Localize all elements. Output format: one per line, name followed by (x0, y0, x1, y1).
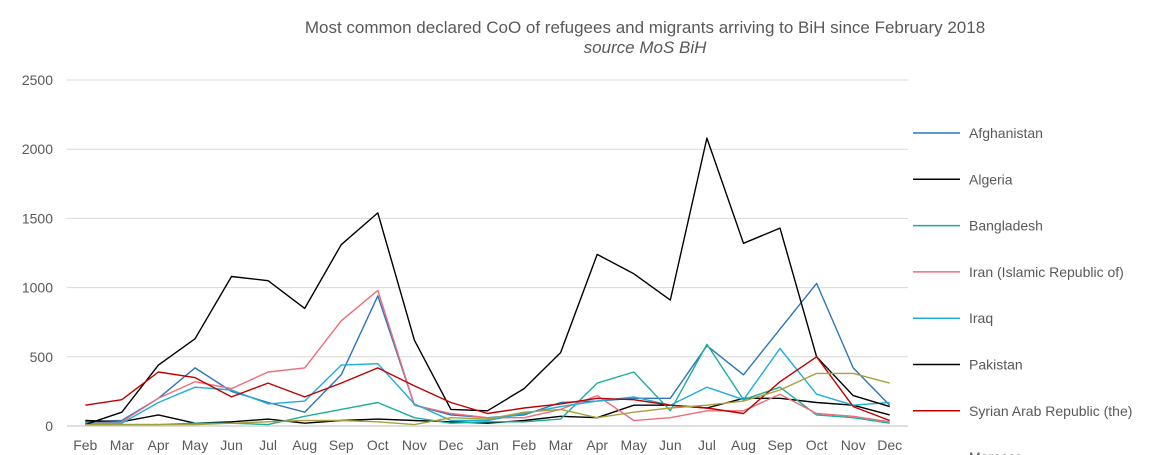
x-axis-ticks: Feb Mar Apr May Jun Jul Aug Sep Oct Nov Dec Jan Feb M… (73, 437, 902, 453)
chart-title: Most common declared CoO of refugees and… (304, 18, 986, 37)
x-tick-label: Aug (731, 437, 756, 453)
x-tick-label: Mar (549, 437, 573, 453)
legend-label: Bangladesh (969, 218, 1043, 234)
legend: Afghanistan Algeria Bangladesh Iran (Islami… (913, 125, 1132, 455)
x-tick-label: Aug (292, 437, 317, 453)
x-tick-label: Nov (841, 437, 866, 453)
x-tick-label: Jan (476, 437, 499, 453)
x-tick-label: Jul (698, 437, 716, 453)
x-tick-label: Oct (806, 437, 828, 453)
chart-subtitle: source MoS BiH (583, 38, 707, 57)
legend-label: Morocco (969, 449, 1023, 455)
series-line-syrian-arab-republic-the (85, 356, 890, 422)
x-tick-label: Feb (73, 437, 97, 453)
legend-item-algeria: Algeria (913, 171, 1013, 187)
x-tick-label: Jun (220, 437, 243, 453)
x-tick-label: Apr (586, 437, 608, 453)
series-line-afghanistan (85, 282, 891, 423)
x-tick-label: Apr (148, 437, 170, 453)
x-tick-label: Sep (329, 437, 354, 453)
x-tick-label: Feb (512, 437, 536, 453)
legend-label: Pakistan (969, 357, 1023, 373)
x-tick-label: May (621, 437, 647, 453)
legend-item-pakistan: Pakistan (913, 357, 1023, 373)
series-line-iraq (85, 347, 890, 424)
y-tick-label: 500 (30, 349, 54, 365)
y-axis-ticks: 0 500 1000 1500 2000 2500 (22, 72, 53, 434)
x-tick-label: Jul (259, 437, 277, 453)
series-line-iran-islamic-republic-of (85, 289, 890, 424)
legend-item-bangladesh: Bangladesh (913, 218, 1043, 234)
legend-label: Algeria (969, 171, 1013, 187)
x-tick-label: May (182, 437, 208, 453)
x-tick-label: Nov (402, 437, 427, 453)
x-tick-label: Dec (877, 437, 902, 453)
x-tick-label: Dec (438, 437, 463, 453)
gridlines (67, 79, 908, 427)
legend-label: Syrian Arab Republic (the) (969, 403, 1132, 419)
series-line-pakistan (85, 137, 890, 426)
x-tick-label: Jun (659, 437, 682, 453)
y-tick-label: 1500 (22, 210, 53, 226)
x-tick-label: Sep (768, 437, 793, 453)
series-line-morocco (85, 372, 890, 426)
y-tick-label: 2500 (22, 72, 53, 88)
legend-item-syrian-arab-republic-the: Syrian Arab Republic (the) (913, 403, 1132, 419)
legend-label: Afghanistan (969, 125, 1043, 141)
series-line-algeria (85, 397, 890, 424)
x-tick-label: Mar (110, 437, 134, 453)
legend-item-iran-islamic-republic-of: Iran (Islamic Republic of) (913, 264, 1124, 280)
legend-item-iraq: Iraq (913, 310, 993, 326)
chart-title-block: Most common declared CoO of refugees and… (0, 18, 1159, 58)
y-tick-label: 1000 (22, 280, 53, 296)
legend-item-morocco: Morocco (969, 449, 1023, 455)
y-tick-label: 2000 (22, 141, 53, 157)
legend-label: Iran (Islamic Republic of) (969, 264, 1124, 280)
y-tick-label: 0 (45, 418, 53, 434)
series-lines (85, 137, 891, 426)
x-tick-label: Oct (367, 437, 389, 453)
legend-label: Iraq (969, 310, 993, 326)
legend-item-afghanistan: Afghanistan (913, 125, 1043, 141)
